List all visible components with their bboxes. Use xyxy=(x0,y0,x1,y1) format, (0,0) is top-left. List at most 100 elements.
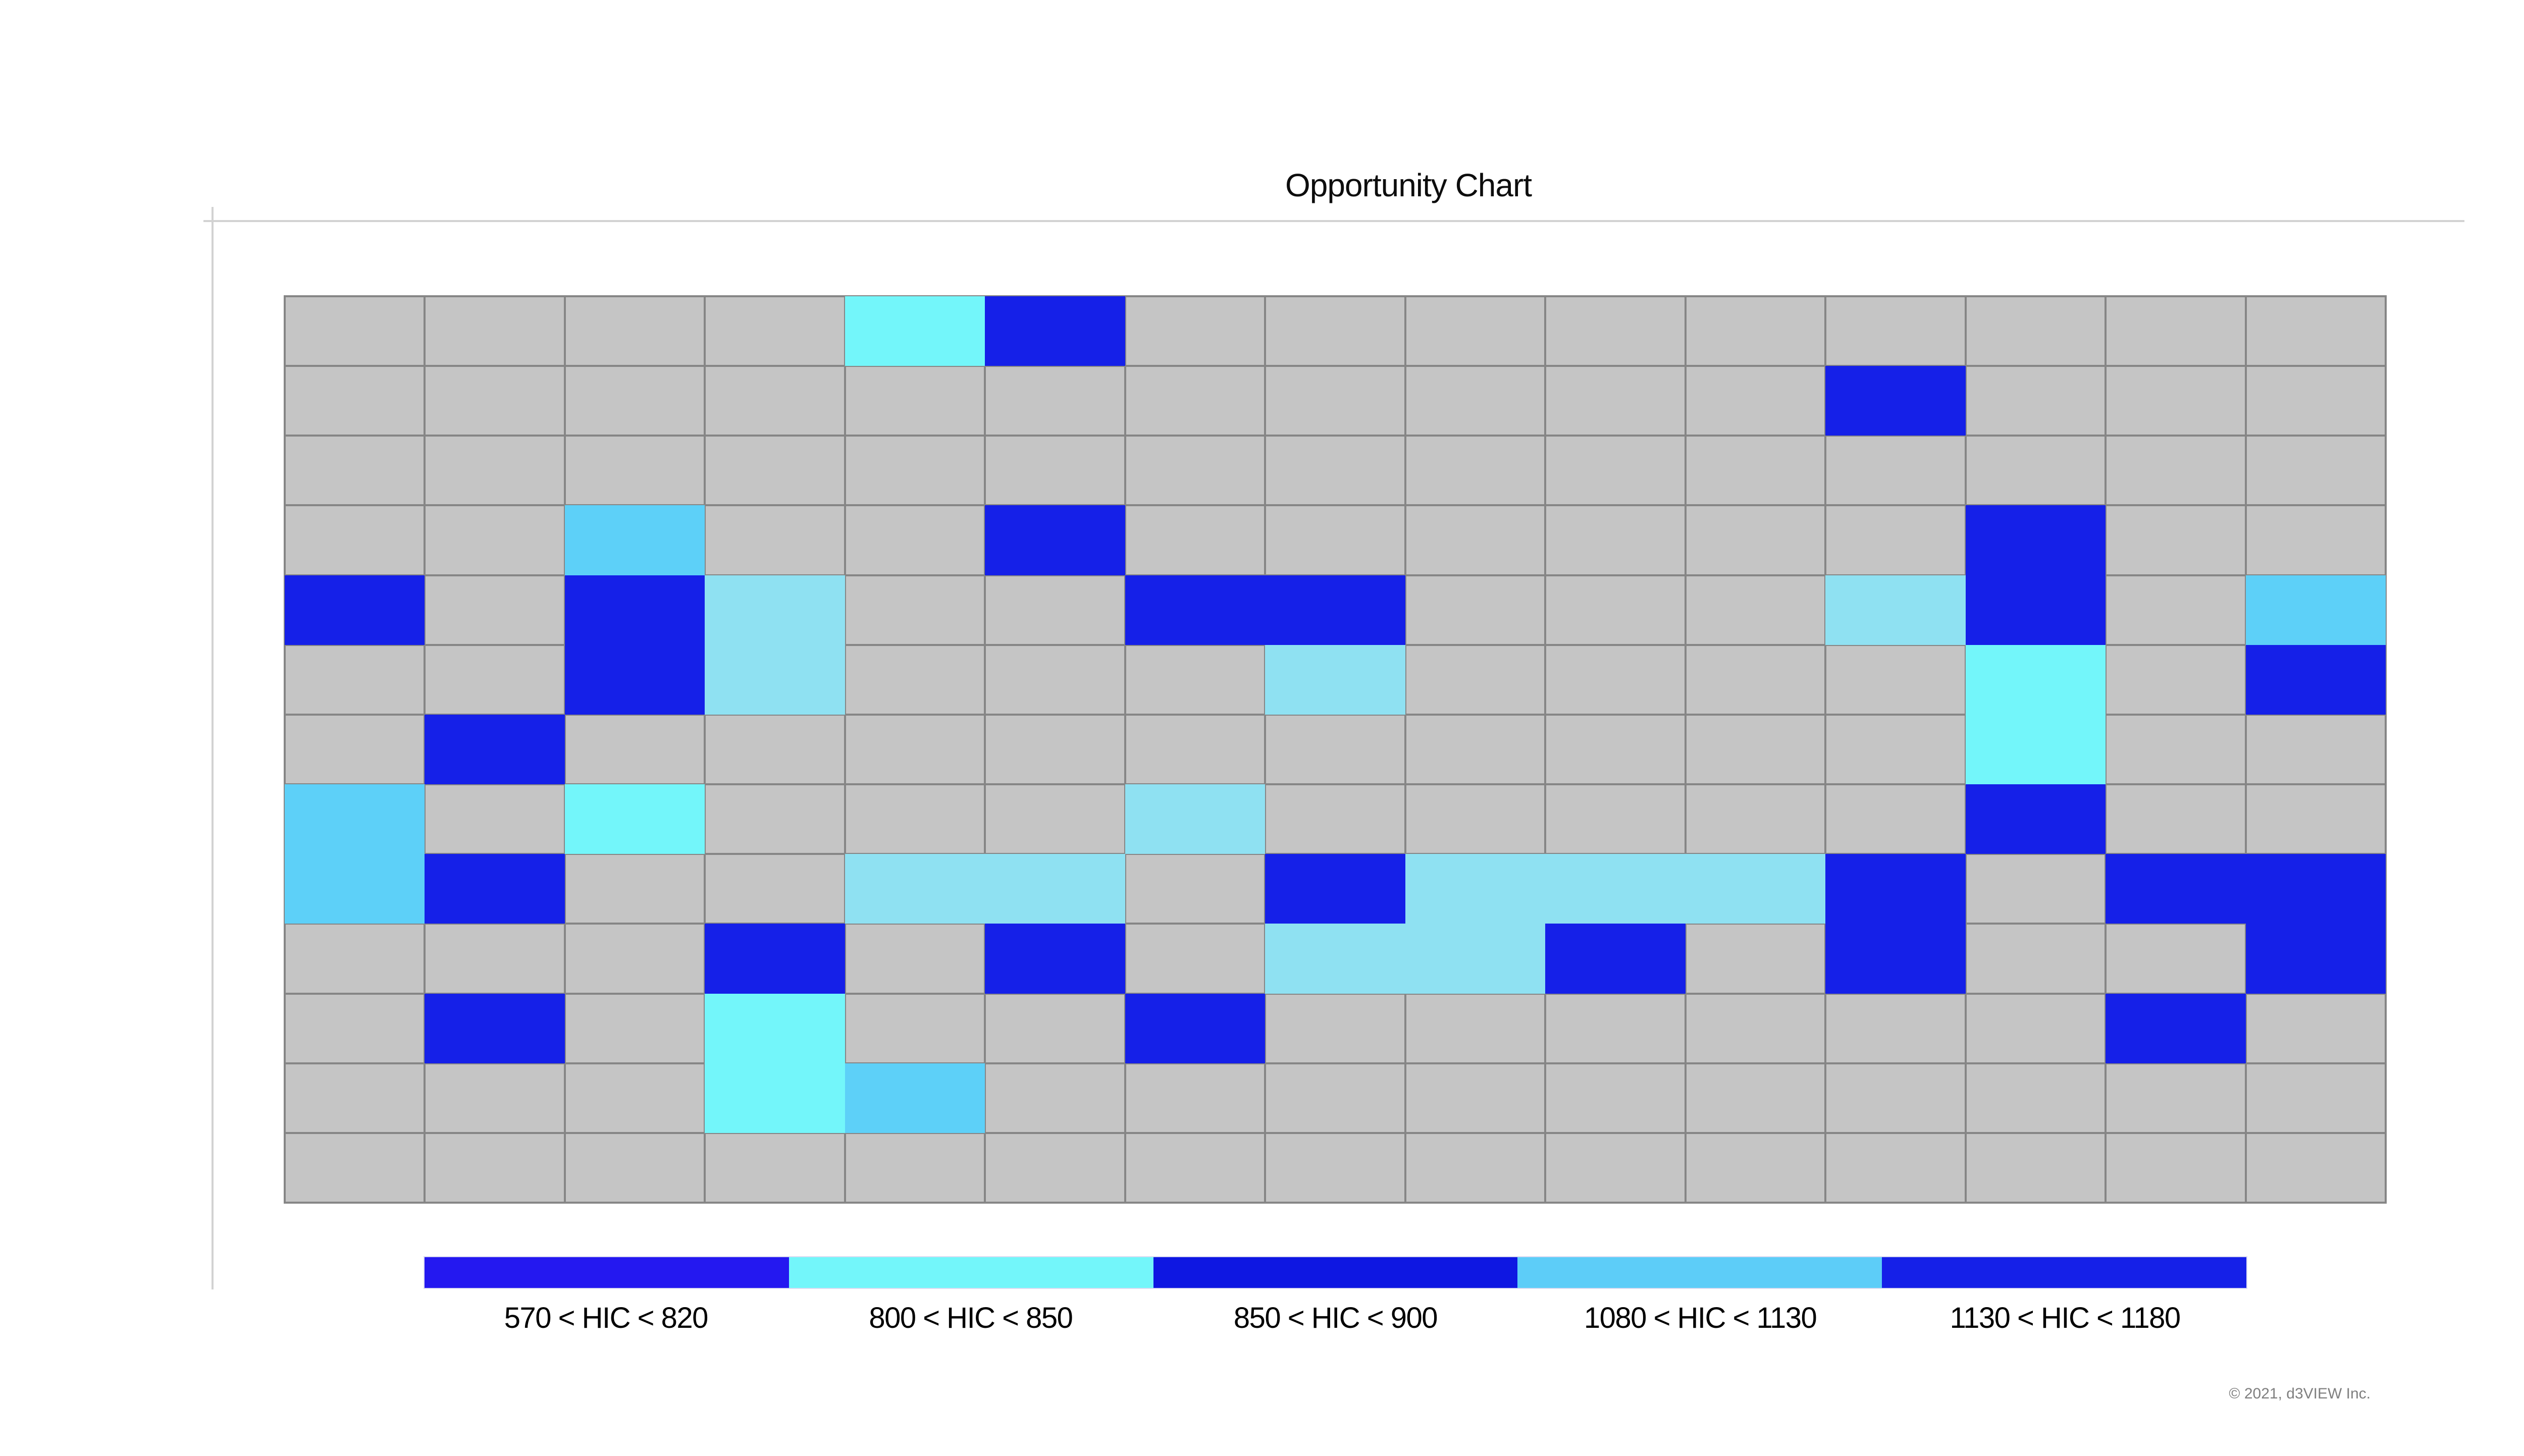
heatmap-cell[interactable] xyxy=(2107,576,2245,644)
heatmap-cell[interactable] xyxy=(565,855,704,923)
heatmap-cell[interactable] xyxy=(985,296,1125,366)
heatmap-cell[interactable] xyxy=(425,714,565,785)
heatmap-cell[interactable] xyxy=(706,1134,844,1202)
heatmap-cell[interactable] xyxy=(564,575,705,645)
heatmap-cell[interactable] xyxy=(426,925,564,993)
heatmap-cell[interactable] xyxy=(1406,645,1545,714)
heatmap-cell[interactable] xyxy=(1406,297,1545,365)
heatmap-cell[interactable] xyxy=(2107,367,2245,435)
heatmap-cell[interactable] xyxy=(986,1064,1124,1132)
heatmap-cell[interactable] xyxy=(286,506,424,574)
heatmap-cell[interactable] xyxy=(1406,437,1545,505)
heatmap-cell[interactable] xyxy=(1546,715,1685,784)
heatmap-cell[interactable] xyxy=(1546,645,1685,714)
heatmap-cell[interactable] xyxy=(1405,854,1546,924)
heatmap-cell[interactable] xyxy=(565,994,704,1062)
heatmap-cell[interactable] xyxy=(1266,785,1404,853)
heatmap-cell[interactable] xyxy=(286,1134,424,1202)
heatmap-cell[interactable] xyxy=(2106,993,2246,1063)
heatmap-cell[interactable] xyxy=(706,367,844,435)
heatmap-cell[interactable] xyxy=(1686,1134,1825,1202)
heatmap-cell[interactable] xyxy=(705,924,845,994)
heatmap-cell[interactable] xyxy=(705,575,845,645)
heatmap-cell[interactable] xyxy=(286,645,424,714)
heatmap-cell[interactable] xyxy=(426,576,564,644)
heatmap-cell[interactable] xyxy=(1825,366,1966,436)
heatmap-cell[interactable] xyxy=(846,1134,984,1202)
heatmap-cell[interactable] xyxy=(426,437,564,505)
heatmap-cell[interactable] xyxy=(1685,854,1826,924)
heatmap-cell[interactable] xyxy=(1546,1134,1685,1202)
heatmap-cell[interactable] xyxy=(1826,437,1965,505)
heatmap-cell[interactable] xyxy=(2107,1064,2245,1132)
heatmap-cell[interactable] xyxy=(706,715,844,784)
heatmap-cell[interactable] xyxy=(1546,297,1685,365)
heatmap-cell[interactable] xyxy=(1125,993,1266,1063)
heatmap-cell[interactable] xyxy=(1966,367,2105,435)
heatmap-cell[interactable] xyxy=(286,367,424,435)
heatmap-cell[interactable] xyxy=(985,924,1125,994)
heatmap-cell[interactable] xyxy=(1126,925,1265,993)
heatmap-cell[interactable] xyxy=(1126,367,1265,435)
heatmap-cell[interactable] xyxy=(1825,924,1966,994)
heatmap-cell[interactable] xyxy=(706,506,844,574)
heatmap-cell[interactable] xyxy=(1965,784,2106,854)
heatmap-cell[interactable] xyxy=(1825,854,1966,924)
heatmap-cell[interactable] xyxy=(2246,994,2385,1062)
heatmap-cell[interactable] xyxy=(1125,575,1266,645)
heatmap-cell[interactable] xyxy=(564,505,705,575)
heatmap-cell[interactable] xyxy=(1825,575,1966,645)
heatmap-cell[interactable] xyxy=(1686,994,1825,1062)
heatmap-cell[interactable] xyxy=(1266,994,1404,1062)
heatmap-cell[interactable] xyxy=(426,1134,564,1202)
heatmap-cell[interactable] xyxy=(1546,1064,1685,1132)
heatmap-cell[interactable] xyxy=(1406,1134,1545,1202)
heatmap-cell[interactable] xyxy=(1686,576,1825,644)
heatmap-cell[interactable] xyxy=(2107,1134,2245,1202)
heatmap-cell[interactable] xyxy=(1826,645,1965,714)
heatmap-cell[interactable] xyxy=(426,1064,564,1132)
heatmap-cell[interactable] xyxy=(2106,854,2246,924)
heatmap-cell[interactable] xyxy=(845,854,985,924)
heatmap-cell[interactable] xyxy=(1406,367,1545,435)
heatmap-cell[interactable] xyxy=(2246,437,2385,505)
heatmap-cell[interactable] xyxy=(284,575,425,645)
heatmap-cell[interactable] xyxy=(986,576,1124,644)
heatmap-cell[interactable] xyxy=(706,297,844,365)
heatmap-cell[interactable] xyxy=(1126,437,1265,505)
heatmap-cell[interactable] xyxy=(1126,715,1265,784)
heatmap-cell[interactable] xyxy=(1546,785,1685,853)
heatmap-cell[interactable] xyxy=(2107,645,2245,714)
heatmap-cell[interactable] xyxy=(565,715,704,784)
heatmap-cell[interactable] xyxy=(1406,576,1545,644)
heatmap-cell[interactable] xyxy=(705,993,845,1063)
heatmap-cell[interactable] xyxy=(705,1063,845,1133)
heatmap-cell[interactable] xyxy=(1546,367,1685,435)
heatmap-cell[interactable] xyxy=(1266,715,1404,784)
heatmap-cell[interactable] xyxy=(1126,506,1265,574)
heatmap-cell[interactable] xyxy=(1686,785,1825,853)
heatmap-cell[interactable] xyxy=(986,1134,1124,1202)
heatmap-cell[interactable] xyxy=(2246,1064,2385,1132)
heatmap-cell[interactable] xyxy=(1126,297,1265,365)
heatmap-cell[interactable] xyxy=(565,925,704,993)
heatmap-cell[interactable] xyxy=(1965,644,2106,715)
heatmap-cell[interactable] xyxy=(986,785,1124,853)
heatmap-cell[interactable] xyxy=(1826,1064,1965,1132)
heatmap-cell[interactable] xyxy=(846,715,984,784)
heatmap-cell[interactable] xyxy=(2107,785,2245,853)
heatmap-cell[interactable] xyxy=(986,437,1124,505)
legend-swatch[interactable] xyxy=(1882,1257,2246,1288)
heatmap-cell[interactable] xyxy=(846,925,984,993)
heatmap-cell[interactable] xyxy=(1265,575,1405,645)
heatmap-cell[interactable] xyxy=(846,576,984,644)
heatmap-cell[interactable] xyxy=(565,1134,704,1202)
heatmap-cell[interactable] xyxy=(284,784,425,854)
legend-swatch[interactable] xyxy=(788,1257,1153,1288)
heatmap-cell[interactable] xyxy=(1125,784,1266,854)
heatmap-cell[interactable] xyxy=(846,994,984,1062)
heatmap-cell[interactable] xyxy=(286,437,424,505)
heatmap-cell[interactable] xyxy=(564,784,705,854)
heatmap-cell[interactable] xyxy=(1686,506,1825,574)
heatmap-cell[interactable] xyxy=(2246,785,2385,853)
